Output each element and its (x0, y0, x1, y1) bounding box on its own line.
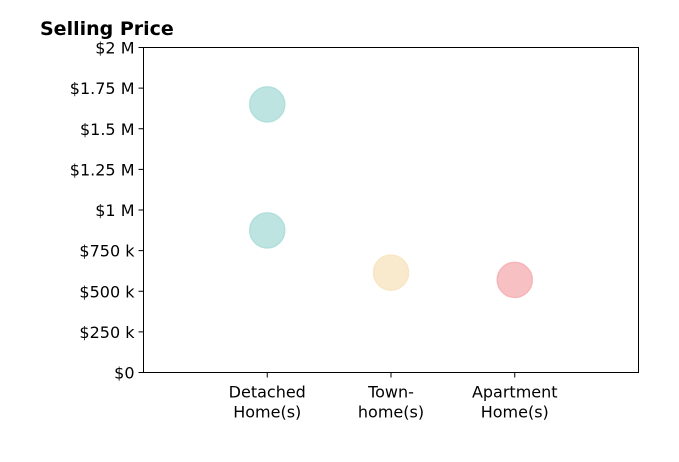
x-tick-label: Town- (367, 383, 414, 402)
y-tick-label: $750 k (79, 242, 135, 261)
x-tick-label: Apartment (472, 383, 558, 402)
x-tick-label: Home(s) (481, 403, 549, 422)
data-point (249, 86, 286, 123)
y-tick-label: $500 k (79, 282, 135, 301)
chart-title: Selling Price (40, 18, 174, 40)
plot-frame (143, 47, 639, 373)
x-tick-label: home(s) (358, 403, 424, 422)
y-tick-label: $0 (114, 364, 134, 383)
y-tick-label: $1.5 M (80, 120, 135, 139)
data-point (249, 212, 286, 249)
x-axis: DetachedHome(s)Town-home(s)ApartmentHome… (229, 372, 558, 422)
y-tick-label: $1 M (95, 201, 134, 220)
data-point (496, 261, 533, 299)
y-tick-label: $2 M (95, 39, 134, 58)
data-point (372, 254, 410, 291)
data-points (249, 86, 533, 299)
y-axis: $0 $250 k $500 k $750 k $1 M $1.25 M $1.5 M $1.… (70, 39, 144, 383)
y-tick-label: $1.25 M (70, 160, 135, 179)
y-tick-label: $1.75 M (70, 79, 135, 98)
y-tick-label: $250 k (79, 323, 135, 342)
x-tick-label: Home(s) (233, 403, 301, 422)
x-tick-label: Detached (229, 383, 306, 402)
